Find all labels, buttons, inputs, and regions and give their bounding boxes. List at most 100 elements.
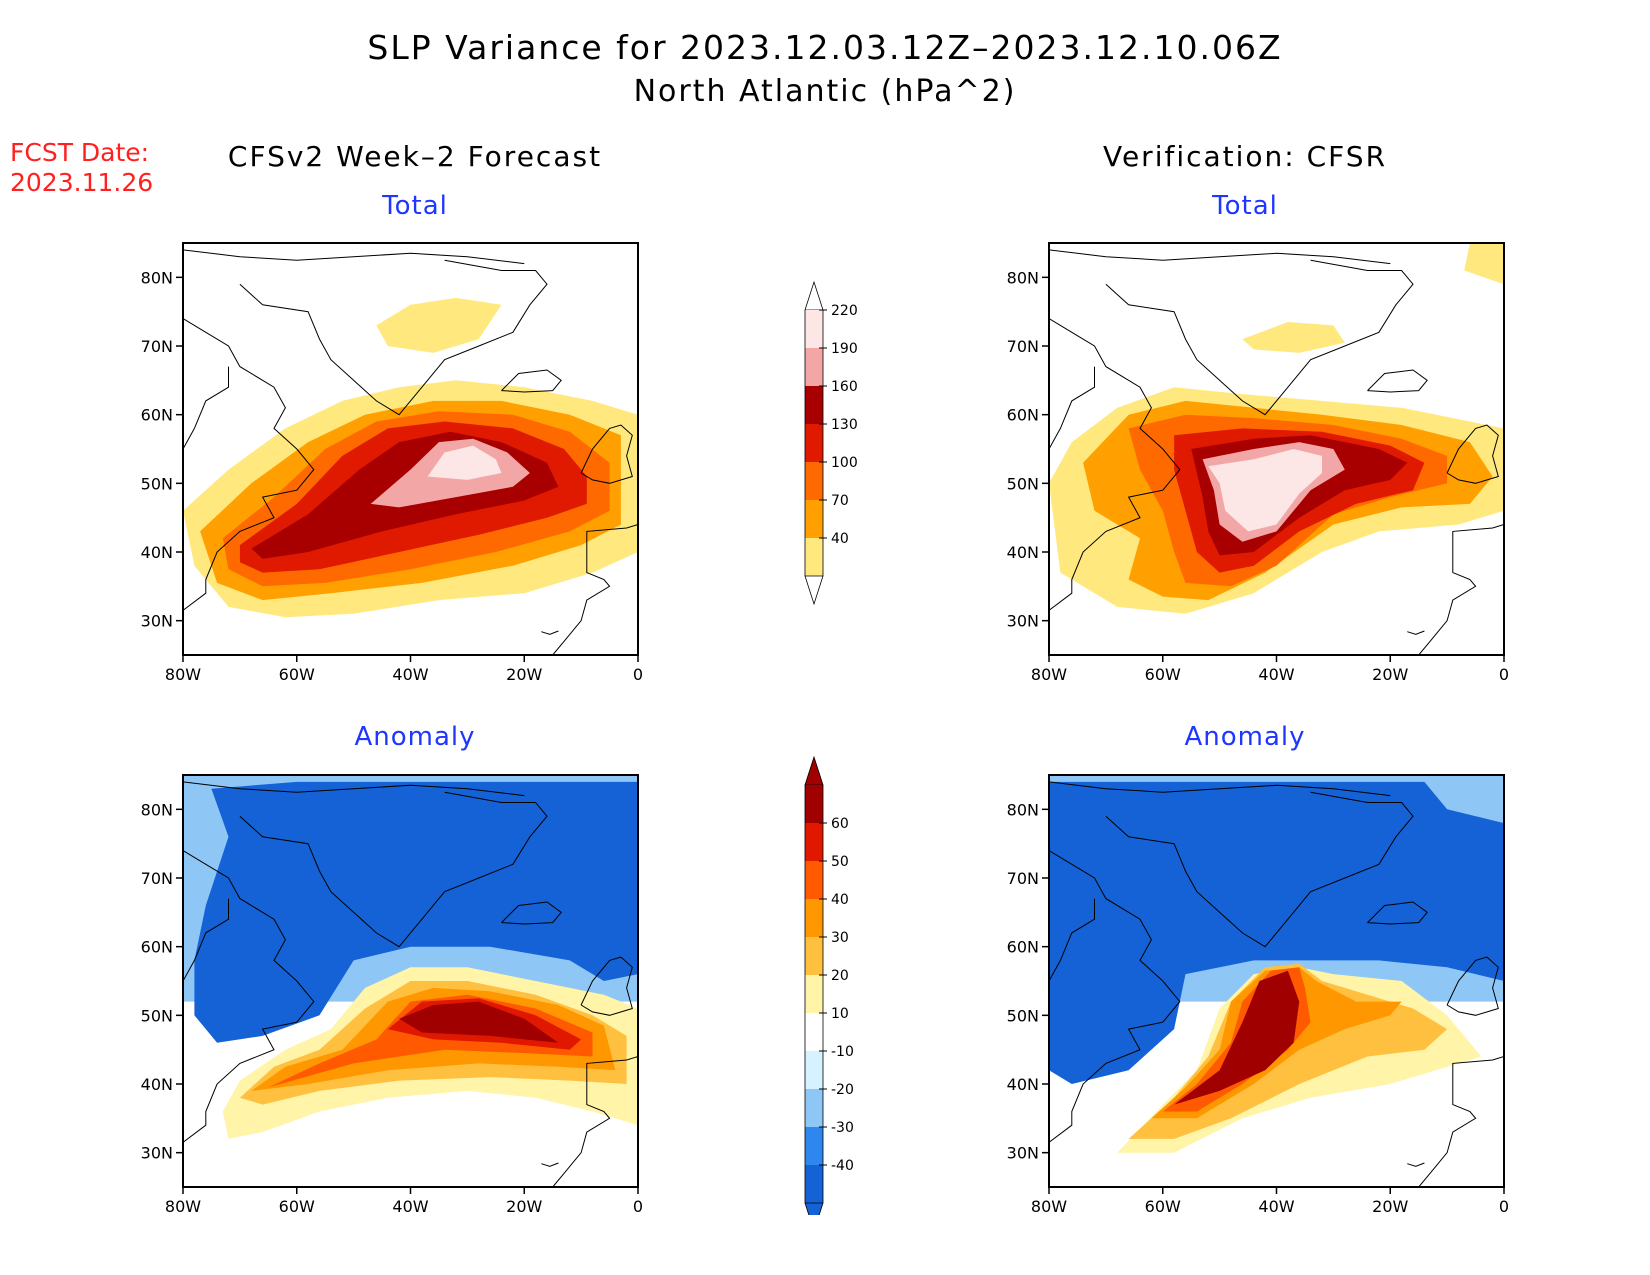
colorbar-label: 10: [831, 1006, 849, 1022]
colorbar-label: 220: [831, 303, 858, 319]
colorbar-swatch: [805, 310, 823, 348]
colorbar-swatch: [805, 386, 823, 424]
panel-title-forecast-total: Total: [382, 191, 448, 221]
figure-title-line-2: North Atlantic (hPa^2): [633, 74, 1017, 109]
colorbar-label: -20: [831, 1082, 854, 1098]
coastline: [183, 898, 229, 982]
lat-tick-label: 50N: [141, 1006, 173, 1025]
lon-tick-label: 20W: [1372, 1197, 1408, 1216]
colorbar-swatch: [805, 500, 823, 538]
coastline: [183, 366, 229, 450]
colorbar-arrow-bottom: [804, 1202, 824, 1215]
lon-tick-label: 60W: [279, 1197, 315, 1216]
column-heading-verification: Verification: CFSR: [1102, 140, 1388, 173]
coastline: [541, 630, 559, 635]
colorbar-swatch: [805, 538, 823, 576]
colorbar-label: 130: [831, 417, 858, 433]
coastline: [1418, 524, 1504, 655]
lon-tick-label: 0: [633, 665, 643, 684]
coastline: [1049, 366, 1095, 450]
coastline: [1407, 630, 1425, 635]
contour-fill-40: [1464, 243, 1504, 285]
colorbar-label: -10: [831, 1044, 854, 1060]
lat-tick-label: 50N: [1007, 1006, 1039, 1025]
lat-tick-label: 80N: [141, 800, 173, 819]
lat-tick-label: 60N: [1007, 406, 1039, 425]
colorbar-swatch: [805, 785, 823, 823]
lat-tick-label: 80N: [1007, 268, 1039, 287]
coastline: [580, 424, 633, 484]
lon-tick-label: 60W: [1145, 1197, 1181, 1216]
column-heading-forecast: CFSv2 Week–2 Forecast: [227, 140, 603, 173]
colorbar-arrow-top: [804, 755, 824, 786]
lat-tick-label: 70N: [141, 869, 173, 888]
lat-tick-label: 70N: [1007, 869, 1039, 888]
coastline: [1049, 898, 1095, 982]
lat-tick-label: 30N: [141, 1144, 173, 1163]
colorbar-swatch: [805, 861, 823, 899]
coastline: [552, 1056, 638, 1187]
lon-tick-label: 80W: [1031, 665, 1067, 684]
lon-tick-label: 80W: [165, 665, 201, 684]
lon-tick-label: 20W: [1372, 665, 1408, 684]
coastline: [1367, 369, 1428, 393]
lat-tick-label: 30N: [1007, 1144, 1039, 1163]
lon-tick-label: 0: [1499, 1197, 1509, 1216]
coastline: [1049, 318, 1181, 611]
lat-tick-label: 80N: [141, 268, 173, 287]
coastline: [1407, 1162, 1425, 1167]
lat-tick-label: 50N: [141, 474, 173, 493]
coastline: [239, 791, 548, 948]
lon-tick-label: 40W: [1258, 1197, 1294, 1216]
colorbar-label: 30: [831, 930, 849, 946]
colorbar-label: 20: [831, 968, 849, 984]
colorbar-swatch: [805, 937, 823, 975]
lon-tick-label: 40W: [392, 1197, 428, 1216]
coastline: [1446, 956, 1499, 1016]
colorbar-swatch: [805, 462, 823, 500]
map-verification-total: 80N 70N 60N 50N 40N 30N 80W 60W 40W 20W 0: [1007, 242, 1509, 684]
contour-fill-220: [427, 445, 502, 480]
map-forecast-total: 80N 70N 60N 50N 40N 30N 80W 60W 40W 20W 0: [141, 242, 643, 684]
coastline: [501, 901, 562, 925]
colorbar-label: 190: [831, 341, 858, 357]
lat-tick-label: 60N: [141, 406, 173, 425]
contour-fill-40: [376, 297, 502, 353]
lat-tick-label: 30N: [1007, 612, 1039, 631]
coastline: [1446, 424, 1499, 484]
contour-layer: [183, 249, 638, 655]
colorbar-label: -40: [831, 1158, 854, 1174]
colorbar-swatch: [805, 1089, 823, 1127]
lon-tick-label: 80W: [1031, 1197, 1067, 1216]
colorbar-label: 50: [831, 854, 849, 870]
colorbar-swatch: [805, 424, 823, 462]
colorbar-swatch: [805, 348, 823, 386]
lon-tick-label: 20W: [506, 1197, 542, 1216]
lat-tick-label: 50N: [1007, 474, 1039, 493]
contour-fill-neg40: [194, 781, 638, 1043]
colorbar-swatch: [805, 975, 823, 1013]
coastline: [1367, 901, 1428, 925]
lat-tick-label: 70N: [141, 337, 173, 356]
coastline: [1049, 249, 1391, 265]
lon-tick-label: 80W: [165, 1197, 201, 1216]
lat-tick-label: 60N: [141, 938, 173, 957]
lat-tick-label: 60N: [1007, 938, 1039, 957]
colorbar-label: 40: [831, 531, 849, 547]
coastline: [552, 524, 638, 655]
lon-tick-label: 60W: [279, 665, 315, 684]
coastline: [501, 369, 562, 393]
lat-tick-label: 40N: [141, 543, 173, 562]
forecast-date-value: 2023.11.26: [10, 168, 154, 197]
colorbar-label: 70: [831, 493, 849, 509]
contour-layer: [1049, 243, 1504, 655]
lon-tick-label: 0: [633, 1197, 643, 1216]
lat-tick-label: 40N: [1007, 543, 1039, 562]
map-verification-anomaly: 80N 70N 60N 50N 40N 30N 80W 60W 40W 20W 0: [1007, 774, 1509, 1216]
panel-title-forecast-anomaly: Anomaly: [354, 722, 476, 752]
coastline: [1105, 259, 1414, 416]
colorbar-swatch: [805, 1051, 823, 1089]
coastline: [183, 249, 525, 265]
lat-tick-label: 30N: [141, 612, 173, 631]
colorbar-label: 100: [831, 455, 858, 471]
